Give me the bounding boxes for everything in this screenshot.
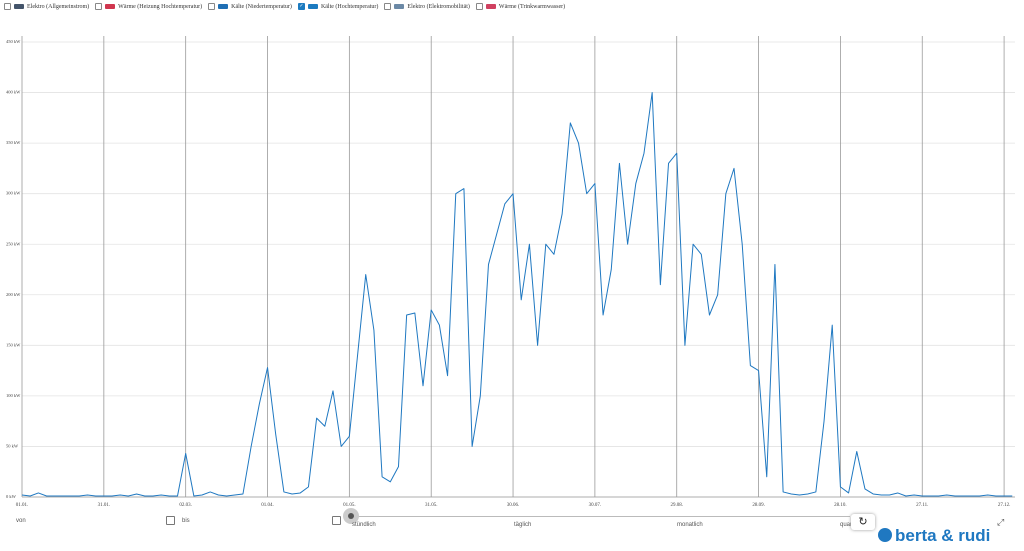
logo-icon bbox=[878, 528, 892, 542]
reset-button[interactable]: ↻ bbox=[851, 514, 875, 530]
legend-item[interactable]: Elektro (Elektromobilität) bbox=[384, 3, 470, 10]
legend-swatch bbox=[105, 4, 116, 9]
legend: Elektro (Allgemeinstrom) Wärme (Heizung H… bbox=[4, 3, 565, 10]
from-label: von bbox=[16, 518, 26, 524]
checkbox[interactable] bbox=[384, 3, 392, 10]
checkbox[interactable]: ✓ bbox=[297, 3, 305, 10]
x-tick-label: 28.09. bbox=[752, 503, 765, 508]
y-tick-label: 350 kW bbox=[6, 140, 21, 145]
legend-item[interactable]: Wärme (Heizung Hochtemperatur) bbox=[95, 3, 202, 10]
checkbox[interactable] bbox=[208, 3, 216, 10]
x-tick-label: 30.06. bbox=[507, 503, 520, 508]
legend-label: Elektro (Allgemeinstrom) bbox=[27, 3, 90, 10]
legend-swatch bbox=[218, 4, 229, 9]
y-tick-label: 150 kW bbox=[6, 342, 21, 347]
x-tick-label: 27.12. bbox=[998, 503, 1011, 508]
legend-label: Kälte (Hochtemperatur) bbox=[320, 3, 379, 10]
legend-swatch bbox=[307, 4, 318, 9]
logo: berta & rudi bbox=[895, 526, 991, 545]
checkbox[interactable] bbox=[95, 3, 103, 10]
legend-label: Wärme (Heizung Hochtemperatur) bbox=[118, 3, 203, 10]
legend-item[interactable]: ✓ Kälte (Hochtemperatur) bbox=[297, 3, 379, 10]
legend-swatch bbox=[394, 4, 405, 9]
y-tick-label: 0 kW bbox=[6, 494, 17, 499]
x-tick-label: 01.04. bbox=[261, 503, 274, 508]
x-tick-label: 31.01. bbox=[98, 503, 111, 508]
legend-item[interactable]: Elektro (Allgemeinstrom) bbox=[4, 3, 89, 10]
slider-knob[interactable] bbox=[343, 508, 359, 524]
legend-label: Elektro (Elektromobilität) bbox=[407, 3, 470, 10]
x-tick-label: 27.11. bbox=[916, 503, 928, 508]
legend-label: Kälte (Niedertemperatur) bbox=[231, 3, 292, 10]
x-tick-label: 29.08. bbox=[670, 503, 683, 508]
resolution-option[interactable]: quar bbox=[840, 522, 853, 528]
x-tick-label: 02.03. bbox=[179, 503, 192, 508]
calendar-button[interactable] bbox=[166, 516, 175, 525]
y-tick-label: 100 kW bbox=[6, 393, 21, 398]
x-tick-label: 28.10. bbox=[834, 503, 847, 508]
data-line bbox=[21, 92, 1013, 497]
resolution-option[interactable]: täglich bbox=[514, 522, 532, 528]
legend-item[interactable]: Kälte (Niedertemperatur) bbox=[208, 3, 292, 10]
checkbox[interactable] bbox=[4, 3, 11, 10]
to-label: bis bbox=[182, 518, 190, 524]
chart: 0 kW 50 kW 100 kW 150 kW 200 kW 250 kW 300 kW 3… bbox=[6, 36, 1015, 508]
legend-label: Wärme (Trinkwarmwasser) bbox=[498, 3, 566, 10]
legend-swatch bbox=[485, 4, 496, 9]
y-tick-label: 400 kW bbox=[6, 90, 21, 95]
x-tick-label: 01.01. bbox=[16, 503, 29, 508]
expand-icon[interactable]: ⤢ bbox=[997, 517, 1005, 527]
x-tick-label: 01.05. bbox=[343, 503, 356, 508]
y-tick-label: 250 kW bbox=[6, 241, 21, 246]
legend-item[interactable]: Wärme (Trinkwarmwasser) bbox=[475, 3, 566, 10]
legend-swatch bbox=[14, 4, 24, 9]
resolution-option[interactable]: stündlich bbox=[352, 522, 376, 528]
x-tick-label: 31.05. bbox=[425, 503, 438, 508]
y-tick-label: 50 kW bbox=[6, 443, 19, 448]
checkbox[interactable] bbox=[475, 3, 483, 10]
calendar-button[interactable] bbox=[332, 516, 341, 525]
x-tick-label: 30.07. bbox=[589, 503, 602, 508]
slider-track bbox=[350, 516, 850, 517]
y-tick-label: 300 kW bbox=[6, 191, 21, 196]
y-tick-label: 450 kW bbox=[6, 39, 21, 44]
y-tick-label: 200 kW bbox=[6, 292, 21, 297]
resolution-option[interactable]: monatlich bbox=[677, 522, 703, 528]
